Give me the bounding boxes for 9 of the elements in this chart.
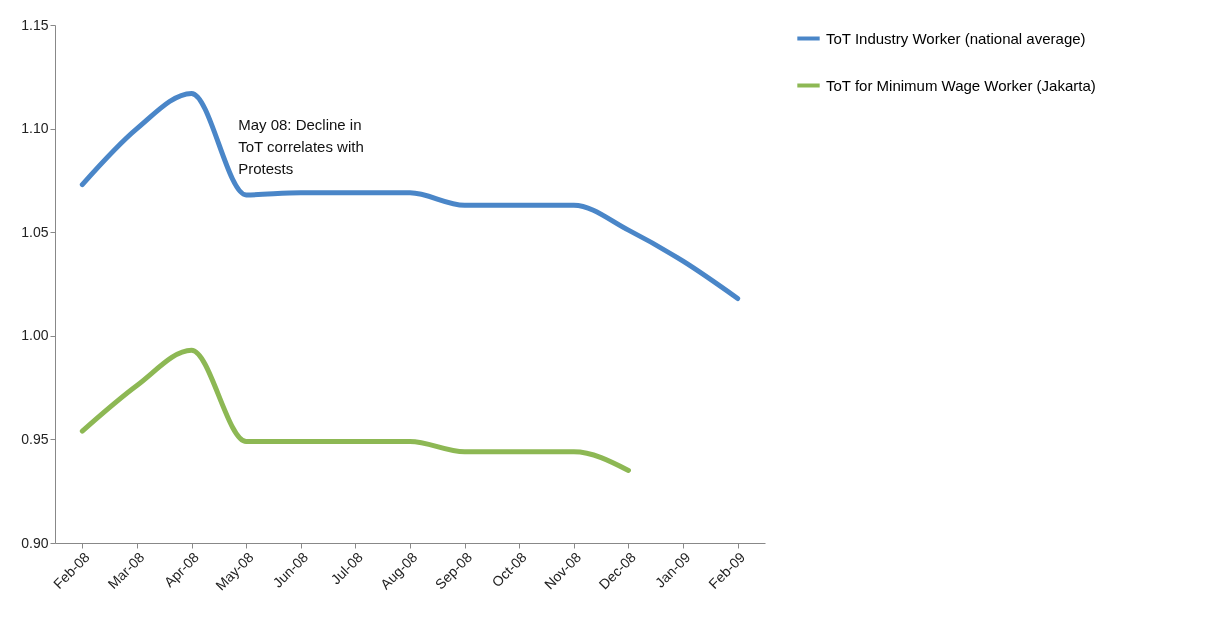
legend-label: ToT for Minimum Wage Worker (Jakarta): [826, 76, 1096, 94]
y-tick-label: 0.90: [21, 534, 49, 551]
y-tick-label: 1.10: [21, 120, 49, 137]
y-tick-label: 1.05: [21, 223, 49, 240]
legend-label: ToT Industry Worker (national average): [826, 29, 1086, 47]
y-tick-label: 0.95: [21, 430, 49, 447]
y-tick-label: 1.00: [21, 327, 49, 344]
y-tick-label: 1.15: [21, 16, 49, 33]
annotation: May 08: Decline in ToT correlates with Protests: [238, 115, 364, 177]
